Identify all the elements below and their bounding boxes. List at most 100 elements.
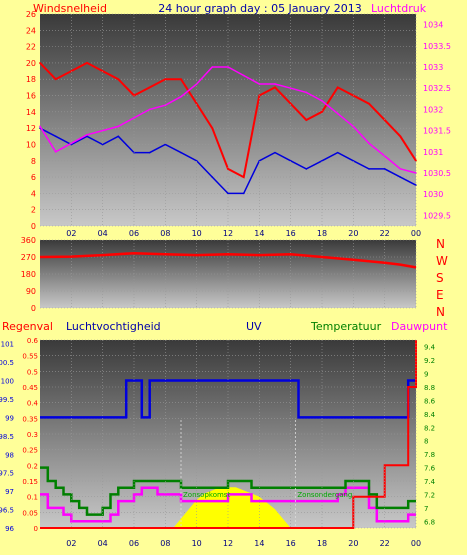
humidity-tick-label: 97: [5, 488, 14, 496]
wind-point: [227, 192, 229, 195]
y2-tick-label: 1031.5: [423, 127, 451, 136]
y-tick-label: 26: [26, 10, 36, 19]
rain-label: Regenval: [2, 320, 53, 333]
dew_point-line: [40, 486, 416, 523]
rain-tick-label: 0.6: [27, 337, 39, 345]
wind-point: [101, 143, 104, 146]
sunset-label: Zonsondergang: [297, 491, 352, 499]
rain-tick-label: 0.05: [22, 509, 38, 517]
temperature-label: Temperatuur: [310, 320, 382, 333]
gust-point: [54, 78, 57, 81]
x-tick-label: 12: [223, 229, 233, 238]
pressure-point: [289, 87, 292, 89]
pressure-point: [86, 134, 88, 136]
sunrise-label: Zonsopkomst: [183, 491, 230, 499]
y-tick-label: 18: [26, 75, 36, 84]
wind-point: [383, 168, 386, 170]
gust-point: [148, 86, 151, 89]
x-tick-label: 04: [98, 229, 108, 238]
wind-point: [352, 159, 355, 162]
wind-point: [148, 151, 151, 154]
y-tick-label: 24: [26, 26, 36, 35]
y2-tick-label: 1034: [423, 21, 443, 30]
wind-point: [368, 168, 370, 170]
wind-point: [289, 159, 292, 162]
humidity-tick-label: 97.5: [0, 470, 14, 478]
compass-label: N: [436, 237, 445, 251]
direction-line: [39, 251, 417, 269]
rain-tick-label: 0.3: [27, 431, 38, 439]
dew-point-label: Dauwpunt: [391, 320, 448, 333]
temperature-tick-label: 8.2: [424, 424, 435, 432]
wind-direction-axis: 360 270 180 90 0: [21, 236, 36, 313]
pressure-point: [227, 66, 229, 68]
wind-point: [86, 135, 88, 138]
x-tick-label: 06: [129, 539, 139, 548]
humidity-tick-label: 96.5: [0, 507, 14, 515]
gust-point: [399, 135, 402, 138]
temperature-tick-label: 7.4: [424, 478, 436, 486]
rain-tick-label: 0.45: [22, 384, 38, 392]
humidity-label: Luchtvochtigheid: [66, 320, 161, 333]
rain-tick-label: 0.1: [27, 494, 38, 502]
rain-tick-label: 0.4: [27, 400, 39, 408]
pressure-point: [305, 91, 308, 94]
humidity-axis: 101 100.5 100 99.5 99 98.5 98 97.5 97 96.5 96: [0, 341, 15, 533]
y-tick-label: 180: [21, 270, 36, 279]
pressure-point: [148, 108, 151, 111]
x-axis-ticks-bottom: 02 04 06 08 10 12 14 16 18 20 22 00: [66, 340, 421, 548]
humidity-tick-label: 100: [1, 378, 14, 386]
y-tick-label: 8: [31, 157, 36, 166]
x-tick-label: 10: [192, 229, 202, 238]
x-tick-label: 06: [129, 229, 139, 238]
uv-label: UV: [246, 320, 262, 333]
wind-point: [336, 151, 339, 154]
y-tick-label: 14: [26, 108, 36, 117]
gust-point: [368, 102, 370, 105]
humidity-tick-label: 98.5: [0, 433, 14, 441]
y-tick-label: 22: [26, 43, 36, 52]
y2-tick-label: 1032: [423, 105, 443, 114]
pressure-point: [54, 151, 57, 153]
humidity-tick-label: 100.5: [0, 359, 14, 367]
pressure-point: [39, 125, 41, 128]
temperature-tick-label: 8.4: [424, 411, 436, 419]
wind-point: [321, 159, 323, 162]
gust-point: [117, 78, 120, 81]
gust-point: [195, 102, 198, 105]
y2-tick-label: 1030.5: [423, 169, 451, 178]
humidity-tick-label: 96: [5, 525, 14, 533]
x-tick-label: 08: [160, 539, 170, 548]
chart-title: 24 hour graph day : 05 January 2013: [158, 2, 362, 15]
y-tick-label: 6: [31, 173, 36, 182]
temperature-tick-label: 9.2: [424, 357, 435, 365]
temperature-tick-label: 9: [424, 371, 428, 379]
pressure-point: [180, 95, 182, 98]
rain-line: [40, 340, 417, 529]
y-tick-label: 0: [31, 304, 36, 313]
pressure-axis: 1034 1033.5 1033 1032.5 1032 1031.5 1031 1030.5…: [423, 21, 451, 221]
wind-point: [54, 135, 57, 138]
pressure-point: [211, 66, 214, 68]
x-tick-label: 14: [254, 229, 264, 238]
pressure-label: Luchtdruk: [371, 2, 427, 15]
wind-point: [164, 143, 167, 146]
gust-point: [415, 159, 417, 162]
wind-speed-label: Windsnelheid: [33, 2, 107, 15]
x-tick-label: 02: [66, 539, 76, 548]
gust-point: [86, 62, 88, 64]
sun-markers: Zonsopkomst Zonsondergang: [180, 420, 352, 528]
gust-point: [164, 78, 167, 81]
rain-tick-label: 0.35: [22, 415, 38, 423]
gust-point: [227, 168, 229, 170]
pressure-point: [274, 83, 276, 85]
wind-point: [195, 159, 198, 162]
compass-label: S: [436, 271, 444, 285]
temperature-tick-label: 7.2: [424, 491, 435, 499]
compass-label: E: [436, 288, 444, 302]
y2-tick-label: 1033: [423, 63, 443, 72]
y-tick-label: 90: [26, 287, 36, 296]
